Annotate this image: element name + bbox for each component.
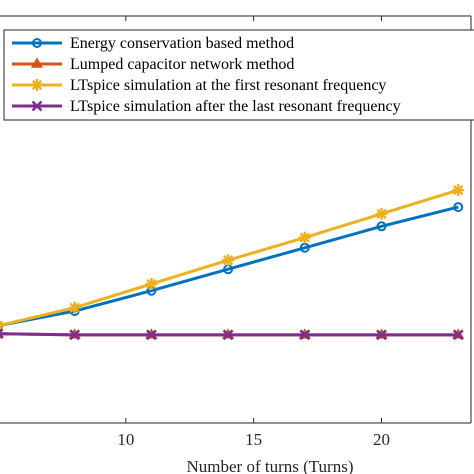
legend-marker-3	[31, 79, 43, 91]
series-3-point-7	[452, 184, 465, 197]
legend-entry-2: Lumped capacitor network method	[12, 56, 294, 73]
series-3-point-1	[0, 320, 4, 331]
series-3-point-2	[68, 301, 81, 314]
legend-marker-4	[31, 100, 43, 112]
legend-box	[3, 29, 474, 121]
legend-marker-2	[30, 57, 44, 68]
legend: Energy conservation based method Lumped c…	[3, 29, 474, 121]
legend-marker-1	[32, 38, 42, 48]
series-3-point-4	[222, 254, 235, 267]
series-4	[0, 328, 464, 341]
series-4-point-7	[452, 329, 464, 341]
legend-entry-3: LTspice simulation at the first resonant…	[12, 77, 386, 94]
series-4-point-2	[69, 329, 81, 341]
legend-label-1: Energy conservation based method	[70, 35, 294, 52]
x-tick-label-1: 10	[117, 430, 134, 449]
series-1-point-6	[376, 221, 387, 232]
legend-label-2: Lumped capacitor network method	[70, 56, 294, 73]
legend-entry-1: Energy conservation based method	[12, 35, 294, 52]
series-4-point-3	[145, 329, 157, 341]
legend-entry-4: LTspice simulation after the last resona…	[12, 98, 401, 115]
x-axis-label: Number of turns (Turns)	[186, 457, 353, 474]
series-4-point-1	[0, 328, 4, 340]
series-4-point-6	[376, 329, 387, 341]
series-1-point-5	[299, 242, 310, 253]
x-tick-label-3: 20	[373, 430, 390, 449]
series-layer	[0, 184, 465, 341]
series-4-point-5	[299, 329, 311, 341]
series-3	[0, 184, 465, 331]
series-3-point-6	[375, 207, 388, 220]
series-1-point-7	[453, 202, 464, 213]
series-3-point-3	[145, 277, 158, 290]
legend-label-3: LTspice simulation at the first resonant…	[70, 77, 386, 94]
series-4-point-4	[222, 329, 234, 341]
x-tick-label-2: 15	[245, 430, 262, 449]
legend-label-4: LTspice simulation after the last resona…	[70, 98, 401, 115]
series-3-point-5	[298, 231, 311, 244]
